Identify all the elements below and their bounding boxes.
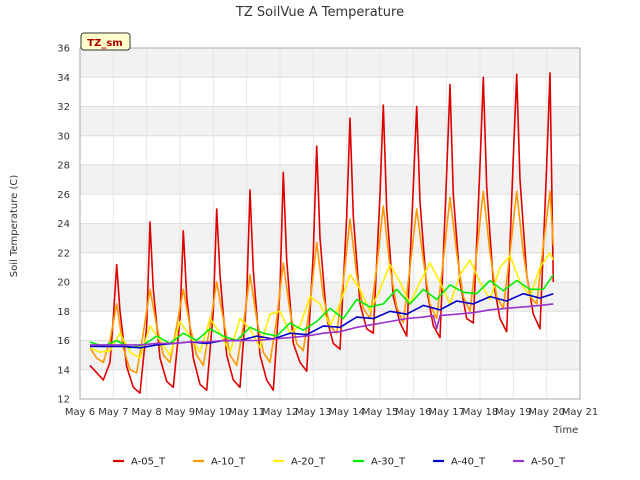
plot-band (80, 165, 580, 195)
legend-item-a-30_t: A-30_T (353, 457, 406, 468)
y-axis-ticks: 12 14 16 18 20 22 24 26 28 30 32 34 36 (57, 44, 70, 406)
legend-label: A-10_T (211, 457, 246, 468)
x-axis-label: Time (553, 425, 578, 436)
plot-band (80, 369, 580, 399)
y-tick-label: 30 (57, 131, 70, 142)
series-line-a-30_t (89, 274, 554, 349)
x-tick-label: May 18 (462, 407, 499, 418)
chart-title: TZ SoilVue A Temperature (235, 5, 404, 20)
x-tick-label: May 12 (262, 407, 299, 418)
x-tick-label: May 7 (98, 407, 128, 418)
plot-band (80, 48, 580, 78)
background-bands (80, 48, 580, 399)
legend-label: A-30_T (371, 457, 406, 468)
legend-label: A-05_T (131, 457, 166, 468)
plot-border (79, 47, 581, 400)
x-tick-label: May 13 (295, 407, 332, 418)
y-axis-label: Soil Temperature (C) (9, 175, 20, 278)
y-tick-label: 20 (57, 278, 70, 289)
x-tick-label: May 16 (395, 407, 432, 418)
y-tick-label: 12 (57, 395, 70, 406)
x-tick-label: May 21 (562, 407, 599, 418)
y-tick-label: 24 (57, 219, 70, 230)
y-tick-label: 26 (57, 190, 70, 201)
y-tick-label: 14 (57, 365, 70, 376)
series-line-a-50_t (90, 303, 554, 346)
legend-label: A-50_T (531, 457, 566, 468)
site-badge-label: TZ_sm (87, 38, 122, 49)
series-line-a-20_t (89, 252, 555, 359)
legend-item-a-20_t: A-20_T (273, 457, 326, 468)
x-tick-label: May 14 (328, 407, 365, 418)
legend-item-a-40_t: A-40_T (433, 457, 486, 468)
series-line-a-10_t (89, 190, 555, 374)
x-tick-label: May 6 (65, 407, 95, 418)
plot-band (80, 135, 580, 165)
plot-frame (79, 47, 581, 400)
x-tick-label: May 19 (495, 407, 532, 418)
legend-label: A-40_T (451, 457, 486, 468)
plot-band (80, 223, 580, 253)
x-tick-label: May 17 (428, 407, 465, 418)
legend-item-a-05_t: A-05_T (113, 457, 166, 468)
series-layer (89, 72, 555, 394)
x-tick-label: May 11 (228, 407, 265, 418)
y-tick-label: 18 (57, 307, 70, 318)
y-tick-label: 34 (57, 73, 70, 84)
y-tick-label: 22 (57, 248, 70, 259)
plot-band (80, 77, 580, 107)
plot-band (80, 106, 580, 136)
x-tick-label: May 9 (165, 407, 195, 418)
x-tick-label: May 20 (528, 407, 565, 418)
legend-label: A-20_T (291, 457, 326, 468)
x-tick-label: May 10 (195, 407, 232, 418)
legend: A-05_T A-10_T A-20_T A-30_T A-40_T A-50_T (113, 457, 566, 468)
site-badge-box (80, 32, 131, 51)
y-tick-label: 28 (57, 161, 70, 172)
legend-item-a-50_t: A-50_T (513, 457, 566, 468)
grid-lines (79, 47, 581, 400)
plot-band (80, 194, 580, 224)
y-tick-label: 36 (57, 44, 70, 55)
legend-item-a-10_t: A-10_T (193, 457, 246, 468)
y-tick-label: 32 (57, 102, 70, 113)
plot-band (80, 252, 580, 282)
series-line-a-05_t (89, 72, 555, 394)
x-tick-label: May 8 (132, 407, 162, 418)
x-tick-label: May 15 (362, 407, 399, 418)
y-tick-label: 16 (57, 336, 70, 347)
site-badge: TZ_sm (80, 32, 131, 51)
